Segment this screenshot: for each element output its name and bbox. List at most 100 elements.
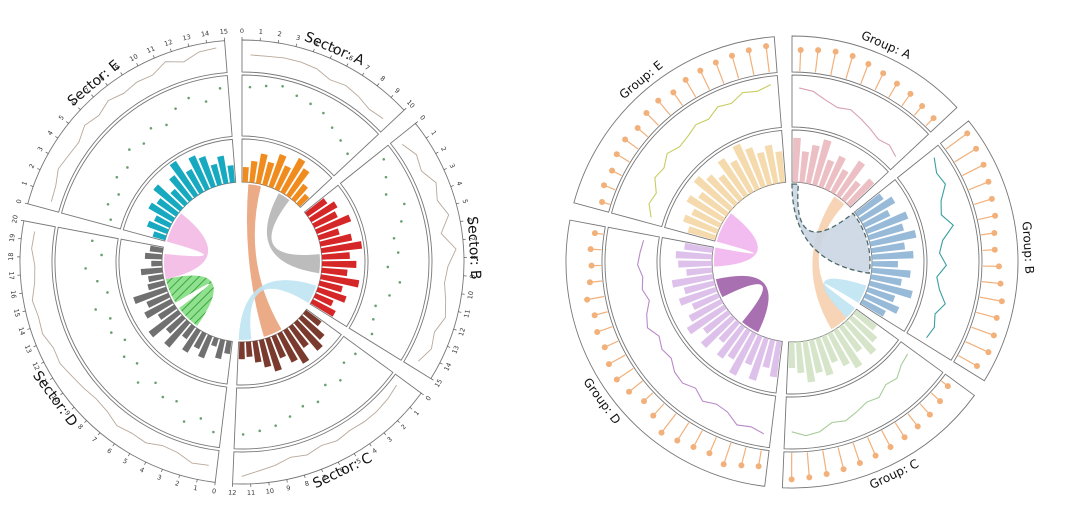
tick-label: 15 xyxy=(433,378,444,389)
tick-label: 5 xyxy=(461,198,470,204)
lollipop-head xyxy=(985,179,991,185)
tick-label: 4 xyxy=(371,447,379,456)
axis-tick xyxy=(296,44,297,47)
lollipop-head xyxy=(594,329,600,335)
axis-tick xyxy=(30,186,33,187)
axis-tick xyxy=(458,312,461,313)
scatter-point xyxy=(174,107,177,110)
lollipop-stem xyxy=(972,327,994,335)
tick-label: 19 xyxy=(8,233,17,242)
tick-label: 20 xyxy=(10,214,19,224)
axis-tick xyxy=(37,168,40,169)
axis-tick xyxy=(66,122,68,124)
scatter-point xyxy=(123,355,126,358)
lollipop-stem xyxy=(958,356,976,366)
lollipop-head xyxy=(915,423,921,429)
lollipop-stem xyxy=(766,46,769,72)
axis-tick xyxy=(347,64,348,67)
bar xyxy=(151,261,162,267)
tick-label: 15 xyxy=(219,27,228,36)
lollipop-stem xyxy=(861,64,869,84)
axis-tick xyxy=(41,362,44,363)
lollipop-stem xyxy=(677,423,688,441)
lollipop-stem xyxy=(966,342,989,352)
scatter-point xyxy=(343,361,346,364)
tick-label: 3 xyxy=(448,162,457,169)
axis-tick xyxy=(436,152,439,153)
lollipop-stem xyxy=(831,52,836,75)
scatter-point xyxy=(281,85,284,88)
lollipop-head xyxy=(857,460,863,466)
scatter-point xyxy=(388,294,391,297)
scatter-point xyxy=(354,353,357,356)
lollipop-head xyxy=(994,315,1000,321)
axis-tick xyxy=(431,379,434,381)
scatter-point xyxy=(219,87,222,90)
axis-tick xyxy=(23,311,26,312)
lollipop-head xyxy=(999,298,1005,304)
lollipop-head xyxy=(691,444,697,450)
tick-label: 3 xyxy=(36,145,45,153)
bar xyxy=(227,165,235,183)
axis-tick xyxy=(153,55,154,58)
tick-label: 1 xyxy=(193,484,199,493)
scatter-point xyxy=(385,193,388,196)
tick-label: 1 xyxy=(258,28,263,36)
tick-label: 3 xyxy=(295,34,301,43)
lollipop-head xyxy=(674,438,680,444)
lollipop-head xyxy=(833,49,839,55)
scatter-point xyxy=(385,176,388,179)
lollipop-stem xyxy=(700,71,709,90)
lollipop-head xyxy=(746,47,752,53)
axis-tick xyxy=(84,421,86,423)
lollipop-head xyxy=(655,98,661,104)
bar xyxy=(224,341,231,355)
lollipop-head xyxy=(907,91,913,97)
tick-label: 1 xyxy=(429,129,438,137)
scatter-point xyxy=(374,305,377,308)
scatter-point xyxy=(265,85,268,88)
lollipop-head xyxy=(738,462,744,468)
scatter-point xyxy=(397,251,400,254)
lollipop-stem xyxy=(838,447,843,469)
scatter-point xyxy=(110,331,113,334)
axis-tick xyxy=(170,49,171,52)
scatter-point xyxy=(258,430,261,433)
tick-label: 11 xyxy=(145,44,156,55)
lollipop-head xyxy=(602,344,608,350)
lollipop-head xyxy=(601,182,607,188)
tick-label: 10 xyxy=(265,487,274,496)
scatter-point xyxy=(387,266,390,269)
tick-label: 2 xyxy=(27,162,36,169)
scatter-point xyxy=(94,308,97,311)
axis-tick xyxy=(421,393,423,395)
sector-label-d: Group: D xyxy=(580,375,623,427)
tick-label: 12 xyxy=(163,38,173,48)
bar xyxy=(676,251,713,259)
axis-tick xyxy=(447,346,450,347)
track-frame-b-0 xyxy=(390,123,464,378)
tick-label: 14 xyxy=(200,29,209,38)
lollipop-stem xyxy=(807,452,809,477)
tick-label: 0 xyxy=(418,114,427,122)
tick-label: 7 xyxy=(363,63,371,72)
sector-label-e: Sector: E xyxy=(65,57,124,109)
lollipop-head xyxy=(997,281,1003,287)
lollipop-stem xyxy=(724,443,731,464)
tick-label: 2 xyxy=(174,479,180,488)
axis-tick xyxy=(21,220,24,221)
scatter-point xyxy=(302,405,305,408)
lollipop-stem xyxy=(662,414,676,433)
bar xyxy=(148,274,164,282)
lollipop-head xyxy=(589,263,595,269)
axis-tick xyxy=(313,49,314,52)
lollipop-head xyxy=(626,389,632,395)
scatter-point xyxy=(317,401,320,404)
axis-tick xyxy=(370,444,372,446)
track-frame-b-0 xyxy=(940,121,1018,381)
scatter-point xyxy=(242,433,245,436)
scatter-point xyxy=(289,415,292,418)
axis-tick xyxy=(25,203,28,204)
lollipop-head xyxy=(697,68,703,74)
